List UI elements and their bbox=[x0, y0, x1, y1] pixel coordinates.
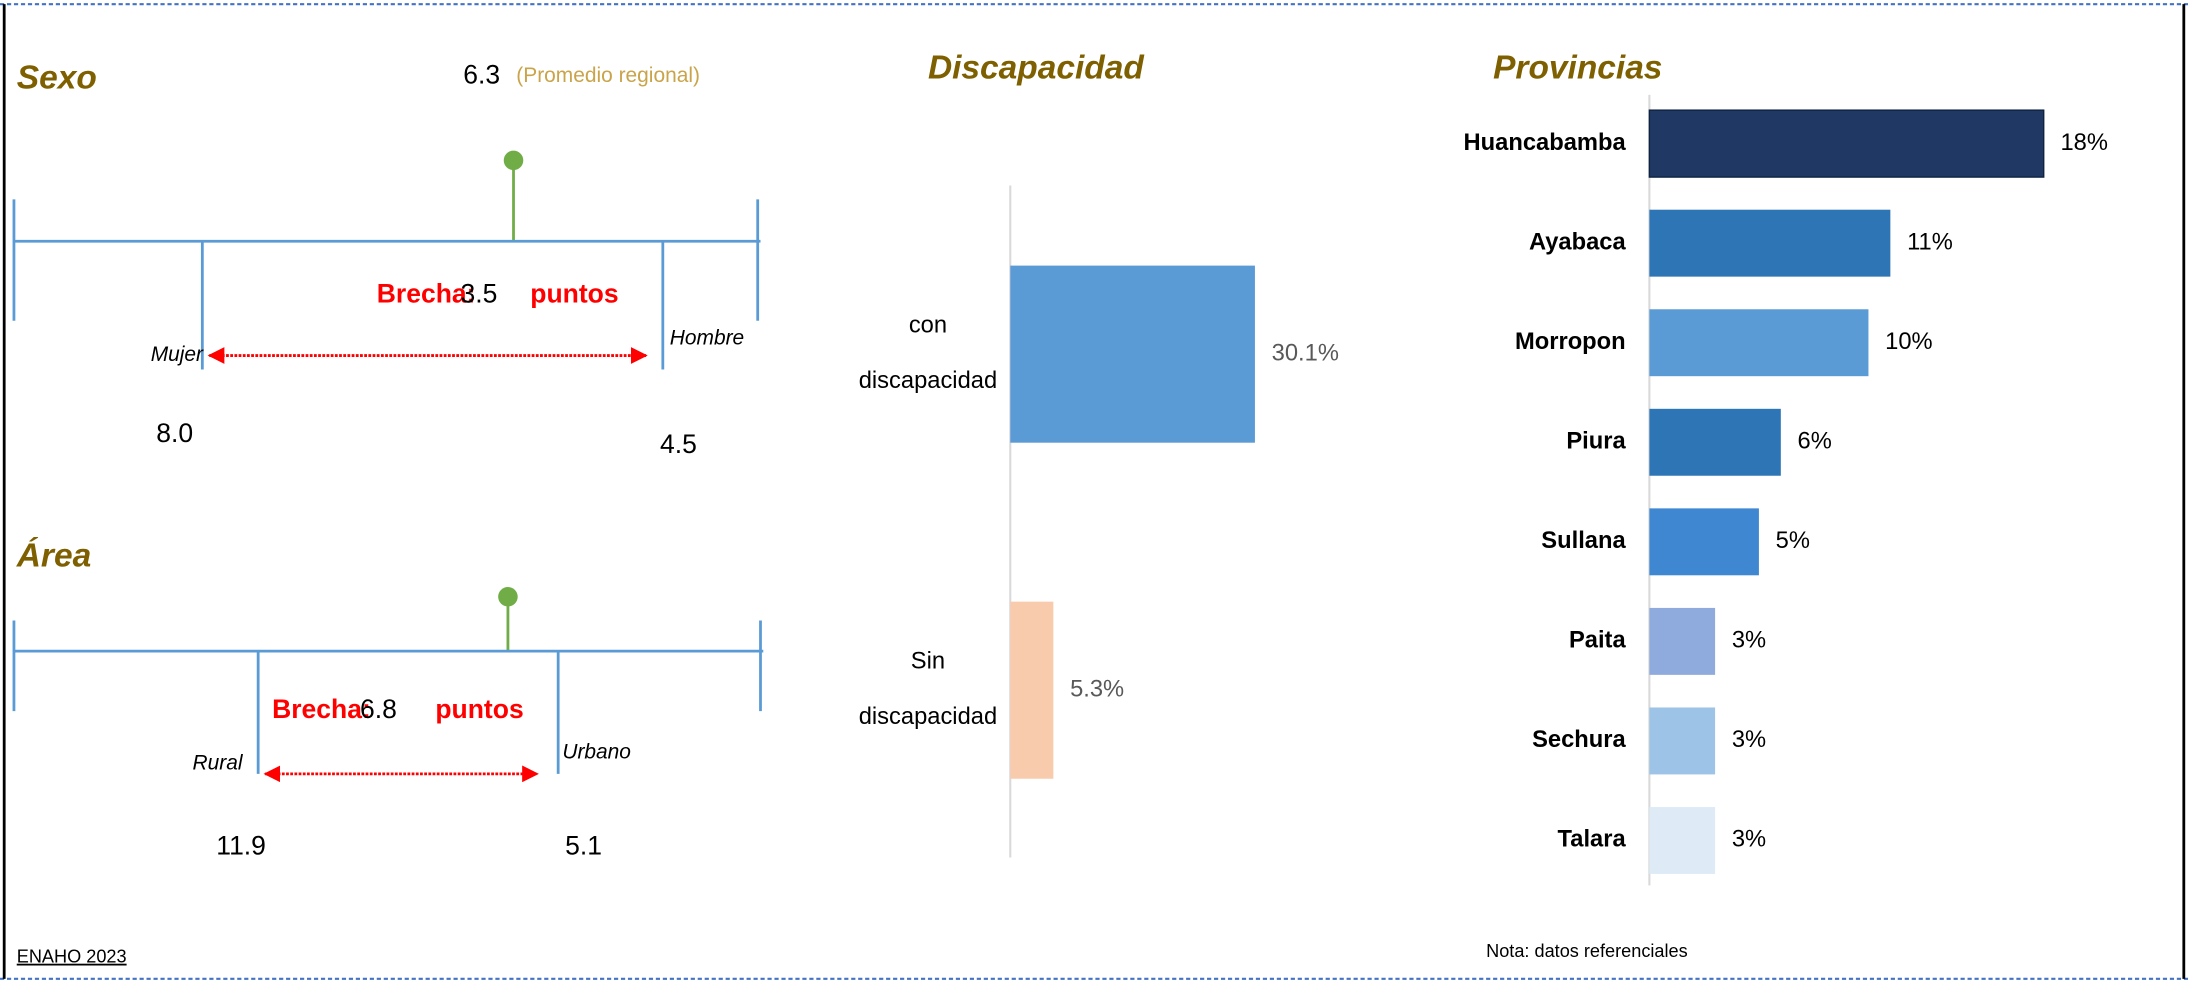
right-value: 5.1 bbox=[565, 831, 602, 861]
chart-title: Provincias bbox=[1493, 50, 1662, 87]
value-label: 6% bbox=[1798, 429, 1832, 455]
left-name: Rural bbox=[193, 752, 244, 775]
gap-label: Brecha: bbox=[272, 694, 371, 724]
category-label: Ayabaca bbox=[1529, 229, 1626, 255]
category-label: con discapacidad bbox=[859, 313, 997, 395]
value-label: 3% bbox=[1732, 727, 1766, 753]
category-label: Talara bbox=[1558, 827, 1627, 853]
gap-unit: puntos bbox=[435, 694, 523, 724]
right-name: Urbano bbox=[562, 740, 631, 763]
source: ENAHO 2023 bbox=[17, 947, 127, 967]
average-label: (Promedio regional) bbox=[516, 64, 700, 87]
category-label: Paita bbox=[1569, 628, 1626, 654]
value-label: 3% bbox=[1732, 827, 1766, 853]
gap-unit: puntos bbox=[530, 279, 618, 309]
left-value: 11.9 bbox=[216, 831, 266, 861]
category-label: Piura bbox=[1566, 429, 1626, 455]
category-label: Sechura bbox=[1532, 727, 1626, 753]
value-label: 5% bbox=[1776, 528, 1810, 554]
bar bbox=[1010, 601, 1054, 779]
value-label: 10% bbox=[1885, 329, 1932, 355]
gap-value: 6.8 bbox=[360, 694, 397, 724]
left-value: 8.0 bbox=[156, 418, 193, 448]
note: Nota: datos referenciales bbox=[1486, 941, 1688, 961]
bar bbox=[1649, 309, 1869, 377]
pin-head bbox=[498, 587, 518, 607]
value-label: 18% bbox=[2060, 130, 2107, 156]
value-label: 5.3% bbox=[1070, 676, 1124, 702]
bar bbox=[1649, 209, 1891, 277]
average-value: 6.3 bbox=[463, 60, 500, 90]
left-name: Mujer bbox=[151, 343, 204, 366]
value-label: 30.1% bbox=[1272, 340, 1339, 366]
category-label: Huancabamba bbox=[1464, 130, 1627, 156]
bar bbox=[1649, 508, 1759, 576]
category-label: Morropon bbox=[1515, 329, 1626, 355]
axis bbox=[12, 199, 761, 370]
category-label: Sullana bbox=[1541, 528, 1626, 554]
right-name: Hombre bbox=[670, 326, 744, 349]
category-label: Sin discapacidad bbox=[859, 649, 997, 731]
bar bbox=[1010, 265, 1255, 443]
bar bbox=[1649, 408, 1781, 476]
bar bbox=[1649, 807, 1716, 874]
pin-head bbox=[503, 150, 524, 171]
gap-label: Brecha: bbox=[377, 279, 476, 309]
gap-value: 3.5 bbox=[460, 279, 497, 309]
bar bbox=[1648, 109, 2045, 178]
value-label: 3% bbox=[1732, 628, 1766, 654]
value-label: 11% bbox=[1907, 229, 1953, 255]
axis bbox=[12, 620, 764, 774]
section-title: Sexo bbox=[17, 59, 97, 96]
bar bbox=[1649, 707, 1716, 775]
right-value: 4.5 bbox=[660, 429, 697, 459]
bar bbox=[1649, 607, 1716, 675]
section-title: Área bbox=[16, 537, 91, 575]
chart-title: Discapacidad bbox=[928, 50, 1145, 87]
